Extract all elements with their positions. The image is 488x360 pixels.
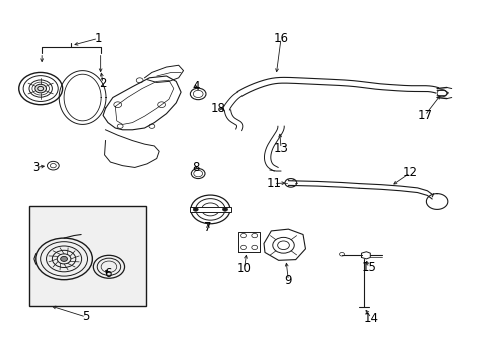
- Bar: [29, 206, 146, 306]
- Text: 14: 14: [363, 311, 378, 325]
- Text: 2: 2: [99, 77, 106, 90]
- Circle shape: [222, 208, 227, 211]
- Text: 4: 4: [192, 80, 199, 93]
- Bar: [189, 207, 230, 212]
- Circle shape: [193, 208, 198, 211]
- Text: 9: 9: [284, 274, 291, 287]
- Text: 18: 18: [210, 102, 224, 115]
- Text: 15: 15: [361, 261, 375, 274]
- Text: 8: 8: [192, 161, 199, 174]
- Text: 16: 16: [273, 32, 288, 45]
- Text: 10: 10: [237, 262, 251, 275]
- Circle shape: [35, 84, 46, 93]
- Text: 12: 12: [402, 166, 417, 179]
- Text: 7: 7: [204, 221, 211, 234]
- Text: 5: 5: [82, 310, 89, 324]
- Text: 17: 17: [417, 109, 431, 122]
- Text: 13: 13: [273, 142, 288, 155]
- Text: 3: 3: [32, 161, 40, 174]
- Text: 11: 11: [265, 177, 281, 190]
- Text: 6: 6: [104, 267, 111, 280]
- Text: 1: 1: [94, 32, 102, 45]
- Circle shape: [61, 256, 67, 261]
